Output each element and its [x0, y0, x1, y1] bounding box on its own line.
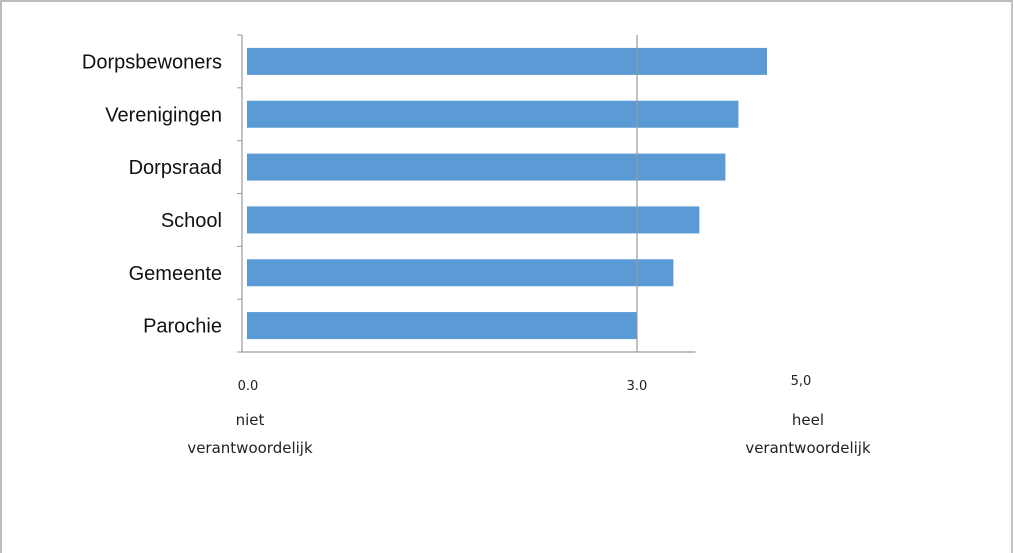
category-label-dorpsraad: Dorpsraad: [129, 157, 222, 179]
bar-dorpsbewoners: [247, 47, 767, 75]
bar-group: [247, 47, 767, 340]
category-label-group: Dorpsbewoners Verenigingen Dorpsraad School…: [82, 51, 222, 337]
category-label-verenigingen: Verenigingen: [105, 104, 222, 126]
x-tick-label-0: 0.0: [238, 379, 259, 394]
annotation-heel-verantwoordelijk: heel verantwoordelijk: [745, 411, 871, 457]
category-label-gemeente: Gemeente: [129, 263, 222, 285]
y-tick-group: [237, 34, 242, 353]
bar-school: [247, 206, 700, 234]
bar-parochie: [247, 312, 637, 340]
x-tick-label-3: 3.0: [627, 379, 648, 394]
bar-verenigingen: [247, 100, 739, 128]
category-label-dorpsbewoners: Dorpsbewoners: [82, 51, 222, 73]
bar-dorpsraad: [247, 153, 726, 181]
category-label-parochie: Parochie: [143, 316, 222, 338]
annotation-niet-verantwoordelijk: niet verantwoordelijk: [187, 411, 313, 457]
bar-gemeente: [247, 259, 674, 287]
x-tick-label-5: 5,0: [791, 374, 812, 389]
category-label-school: School: [161, 210, 222, 232]
